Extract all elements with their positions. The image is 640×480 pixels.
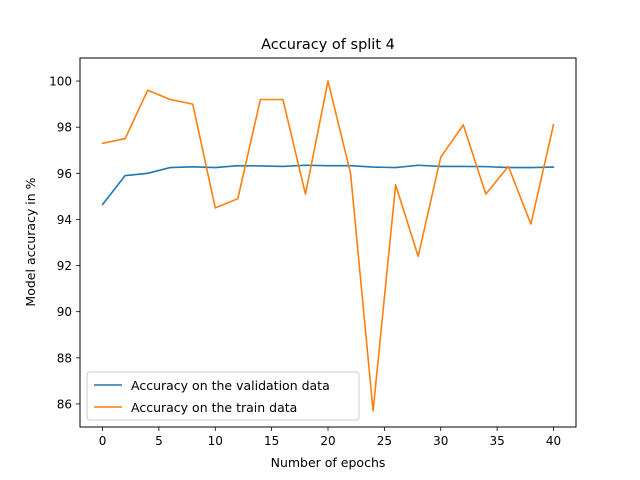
x-tick-label: 40 <box>546 434 561 448</box>
y-tick-label: 92 <box>57 259 72 273</box>
y-tick-label: 90 <box>57 305 72 319</box>
y-tick-label: 88 <box>57 351 72 365</box>
x-tick-label: 35 <box>489 434 504 448</box>
y-tick-label: 98 <box>57 121 72 135</box>
series-line-validation <box>101 164 555 206</box>
legend-label-validation: Accuracy on the validation data <box>131 378 330 393</box>
legend-label-train: Accuracy on the train data <box>131 400 297 415</box>
x-tick-label: 25 <box>377 434 392 448</box>
x-axis-ticks: 0 5 10 15 20 25 30 35 40 <box>99 427 561 448</box>
y-axis-ticks: 86 88 90 92 94 96 98 100 <box>49 75 80 411</box>
x-axis-label: Number of epochs <box>271 455 386 470</box>
legend: Accuracy on the validation data Accuracy… <box>86 371 360 421</box>
chart-title: Accuracy of split 4 <box>261 37 395 53</box>
y-axis-label: Model accuracy in % <box>23 177 38 306</box>
x-tick-label: 0 <box>99 434 107 448</box>
series-line-train <box>101 80 555 412</box>
series-layer <box>101 80 555 412</box>
x-tick-label: 5 <box>155 434 163 448</box>
x-tick-label: 30 <box>433 434 448 448</box>
x-tick-label: 20 <box>320 434 335 448</box>
legend-box <box>86 371 360 421</box>
y-tick-label: 86 <box>57 397 72 411</box>
y-tick-label: 96 <box>57 167 72 181</box>
y-tick-label: 94 <box>57 213 72 227</box>
x-tick-label: 10 <box>208 434 223 448</box>
x-tick-label: 15 <box>264 434 279 448</box>
y-tick-label: 100 <box>49 75 72 89</box>
